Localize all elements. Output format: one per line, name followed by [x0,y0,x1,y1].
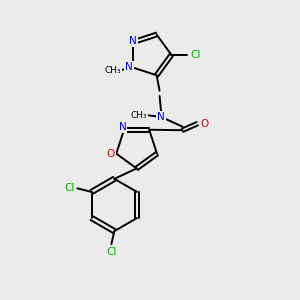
Text: CH₃: CH₃ [130,111,147,120]
Text: Cl: Cl [106,247,116,257]
Text: N: N [119,122,126,132]
Text: CH₃: CH₃ [104,66,121,75]
Text: Cl: Cl [190,50,200,60]
Text: Cl: Cl [64,183,74,193]
Text: N: N [129,36,137,46]
Text: O: O [107,149,115,159]
Text: N: N [157,112,165,122]
Text: O: O [200,119,208,129]
Text: N: N [125,62,133,72]
